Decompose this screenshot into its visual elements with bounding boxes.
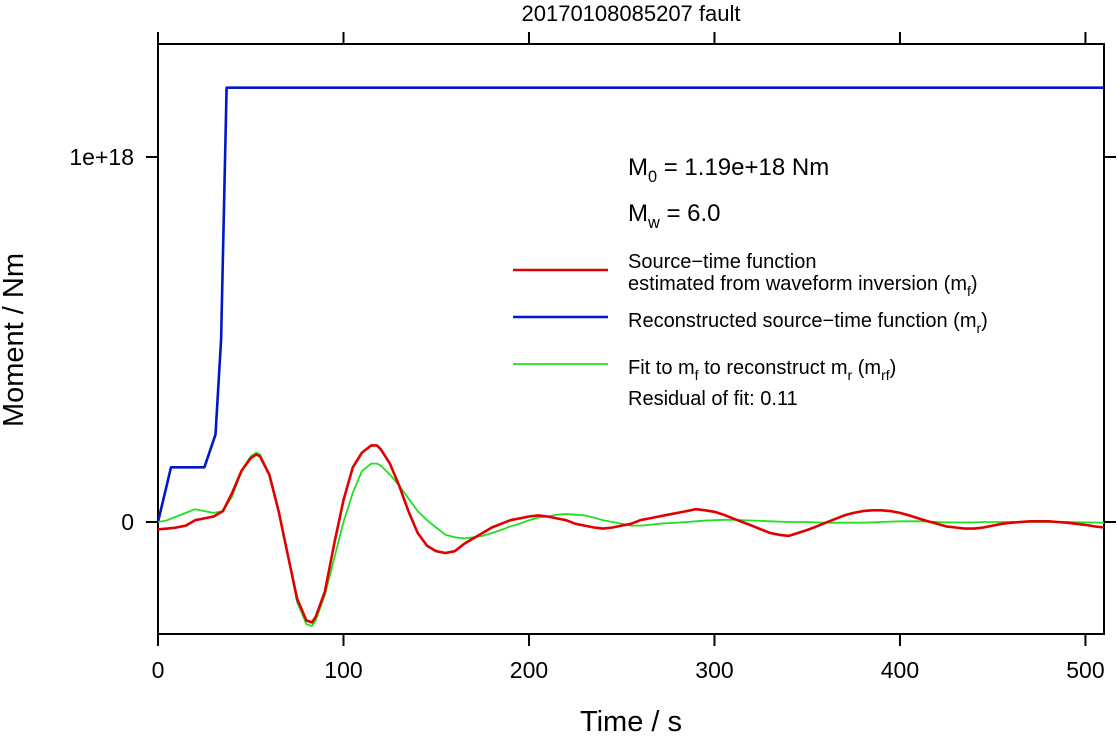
x-axis-label: Time / s bbox=[580, 706, 682, 736]
annotation-m0: M0 = 1.19e+18 Nm bbox=[628, 154, 829, 186]
series-line-green bbox=[158, 451, 1104, 627]
legend-label-green: Fit to mf to reconstruct mr (mrf) bbox=[628, 357, 896, 383]
legend-label-red: estimated from waveform inversion (mf) bbox=[628, 273, 978, 299]
series-line-blue bbox=[158, 86, 1104, 523]
plot-frame bbox=[157, 43, 1105, 635]
series-line-red bbox=[158, 444, 1104, 624]
y-axis-label: Moment / Nm bbox=[0, 253, 30, 427]
x-tick-label: 300 bbox=[695, 657, 733, 683]
chart-title: 20170108085207 fault bbox=[522, 1, 741, 26]
y-tick-label: 0 bbox=[121, 509, 134, 535]
annotation-residual: Residual of fit: 0.11 bbox=[628, 388, 798, 410]
x-tick-label: 100 bbox=[324, 657, 362, 683]
y-tick-label: 1e+18 bbox=[69, 144, 134, 170]
legend-label-blue: Reconstructed source−time function (mr) bbox=[628, 310, 988, 336]
x-tick-label: 500 bbox=[1066, 657, 1104, 683]
x-tick-label: 0 bbox=[152, 657, 165, 683]
legend-label-red: Source−time function bbox=[628, 251, 816, 273]
annotation-mw: Mw = 6.0 bbox=[628, 200, 721, 232]
x-tick-label: 400 bbox=[881, 657, 919, 683]
x-tick-label: 200 bbox=[510, 657, 548, 683]
